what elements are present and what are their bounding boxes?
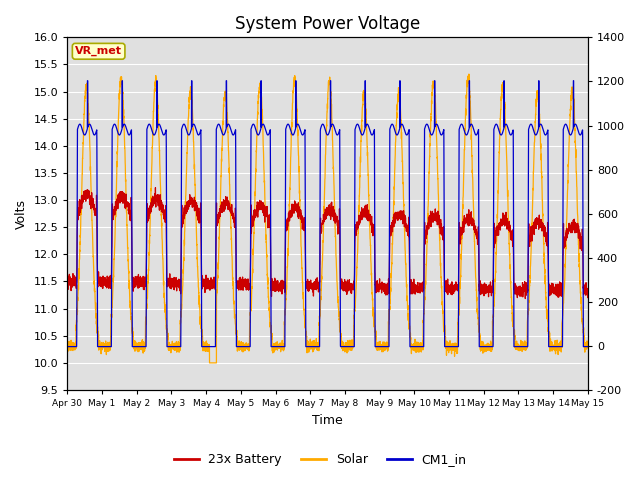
Solar: [157, 195, 164, 201]
Legend: 23x Battery, Solar, CM1_in: 23x Battery, Solar, CM1_in: [168, 448, 472, 471]
23x Battery: [584, 289, 592, 295]
Solar: [444, 342, 452, 348]
Solar: [584, 338, 591, 344]
CM1_in: [474, 130, 481, 136]
X-axis label: Time: Time: [312, 414, 343, 427]
Line: Solar: Solar: [67, 74, 588, 363]
CM1_in: [157, 125, 165, 131]
CM1_in: [84, 78, 92, 84]
Solar: [205, 360, 213, 366]
CM1_in: [63, 344, 71, 349]
Title: System Power Voltage: System Power Voltage: [235, 15, 420, 33]
CM1_in: [415, 344, 423, 349]
23x Battery: [152, 185, 159, 191]
CM1_in: [584, 344, 591, 349]
23x Battery: [522, 296, 529, 301]
23x Battery: [63, 282, 71, 288]
Solar: [584, 341, 592, 347]
23x Battery: [157, 201, 165, 206]
Solar: [415, 341, 423, 347]
Solar: [474, 313, 481, 319]
23x Battery: [308, 282, 316, 288]
Line: 23x Battery: 23x Battery: [67, 188, 588, 299]
23x Battery: [584, 292, 591, 298]
Text: VR_met: VR_met: [75, 46, 122, 57]
CM1_in: [444, 344, 452, 349]
Solar: [465, 71, 473, 77]
Solar: [308, 339, 316, 345]
Solar: [63, 347, 71, 353]
CM1_in: [584, 344, 592, 349]
23x Battery: [415, 284, 423, 289]
23x Battery: [444, 287, 452, 292]
Line: CM1_in: CM1_in: [67, 81, 588, 347]
23x Battery: [474, 241, 481, 247]
Y-axis label: Volts: Volts: [15, 199, 28, 228]
CM1_in: [308, 344, 316, 349]
